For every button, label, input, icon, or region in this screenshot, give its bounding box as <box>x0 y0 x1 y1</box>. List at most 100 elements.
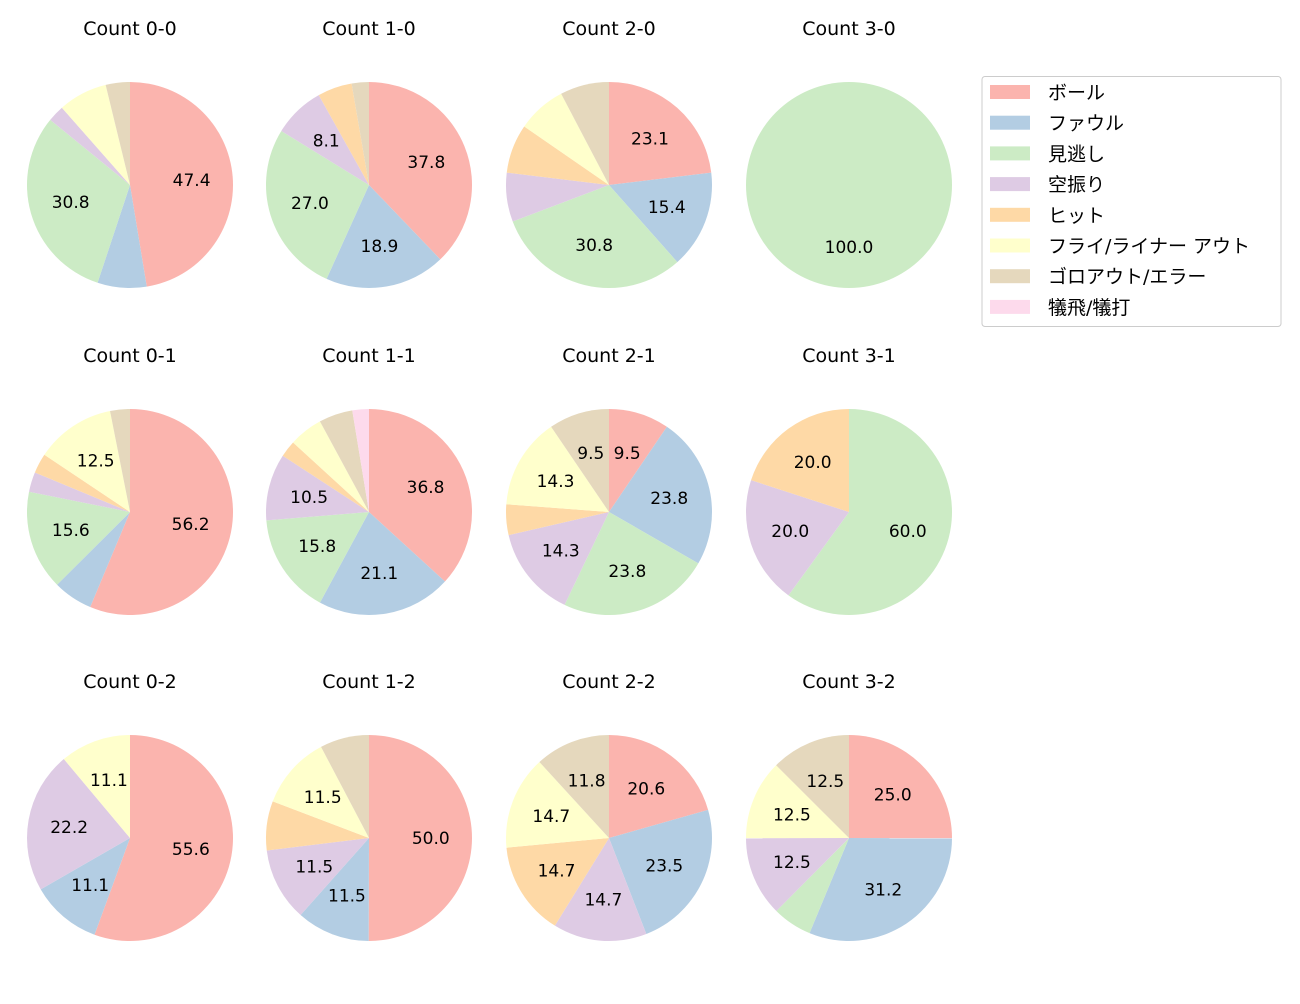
pie-count-3-1: Count 3-1 60.0 20.0 20.0 <box>746 345 952 616</box>
legend-label: 空振り <box>1048 174 1105 196</box>
pie-slice-4 <box>266 801 369 851</box>
legend-entry: 見逃し <box>990 143 1105 165</box>
pie-slice-5 <box>61 84 131 185</box>
pie-slice-2 <box>776 838 849 934</box>
pie-slice-3 <box>746 838 849 912</box>
pie-slice-5 <box>524 93 609 185</box>
pie-slice-6 <box>561 82 609 185</box>
pie-slice-3 <box>266 838 369 915</box>
pie-slice-2 <box>266 512 369 603</box>
pie-count-2-2: Count 2-2 20.6 23.5 14.7 14.7 14.7 11.8 <box>506 671 712 941</box>
pie-slice-1 <box>97 185 147 289</box>
pie-count-0-0: Count 0-0 47.4 30.8 <box>26 18 234 289</box>
slice-label: 23.8 <box>608 562 646 582</box>
pie-slice-3 <box>505 172 609 222</box>
slice-label: 15.6 <box>52 521 90 541</box>
slice-label: 15.4 <box>648 198 686 218</box>
pie-slice-6 <box>776 735 849 838</box>
slice-label: 23.8 <box>650 489 688 509</box>
pie-slice-2 <box>26 491 130 585</box>
slice-label: 27.0 <box>291 194 329 214</box>
slice-label: 50.0 <box>412 829 450 849</box>
legend-swatch <box>990 146 1030 161</box>
pie-slice-3 <box>281 95 369 185</box>
pie-slice-5 <box>506 426 609 512</box>
slice-label: 56.2 <box>172 515 210 535</box>
slice-label: 14.3 <box>537 472 575 492</box>
slice-label: 8.1 <box>313 131 340 151</box>
pie-slice-3 <box>50 107 131 185</box>
pie-slice-6 <box>539 735 609 838</box>
slice-label: 20.0 <box>794 453 832 473</box>
pie-title: Count 3-1 <box>802 345 896 367</box>
slice-label: 23.1 <box>631 130 669 150</box>
pie-slice-0 <box>609 82 712 185</box>
pie-count-3-0: Count 3-0 100.0 <box>746 18 952 288</box>
pie-slice-4 <box>34 454 130 512</box>
pie-slice-0 <box>849 735 952 839</box>
slice-label: 11.5 <box>304 788 342 808</box>
pie-slice-5 <box>293 421 369 512</box>
pie-slice-5 <box>44 410 130 512</box>
pie-slice-4 <box>282 442 369 512</box>
slice-label: 55.6 <box>172 840 210 860</box>
pie-title: Count 1-1 <box>322 345 416 367</box>
slice-label: 18.9 <box>361 237 399 257</box>
pie-title: Count 1-2 <box>322 671 416 693</box>
legend-swatch <box>990 207 1030 222</box>
pie-count-1-0: Count 1-0 37.8 18.9 27.0 8.1 <box>266 18 473 288</box>
pie-count-0-1: Count 0-1 56.2 15.6 12.5 <box>26 345 233 616</box>
slice-label: 30.8 <box>575 236 613 256</box>
slice-label: 60.0 <box>889 522 927 542</box>
pie-title: Count 2-2 <box>562 671 656 693</box>
slice-label: 9.5 <box>577 444 604 464</box>
pie-slice-0 <box>609 735 709 838</box>
pie-slice-5 <box>506 762 609 848</box>
legend-swatch <box>990 115 1030 130</box>
pie-slice-2 <box>266 130 369 279</box>
pie-slice-6 <box>105 82 130 185</box>
legend-label: ファウル <box>1048 113 1124 135</box>
pie-slice-4 <box>318 83 369 185</box>
slice-label: 12.5 <box>773 853 811 873</box>
legend-entry: ファウル <box>990 113 1124 135</box>
pie-slice-0 <box>369 409 472 582</box>
legend-label: 犠飛/犠打 <box>1048 297 1130 319</box>
slice-label: 12.5 <box>773 805 811 825</box>
pie-slice-6 <box>351 82 369 185</box>
slice-label: 22.2 <box>50 818 88 838</box>
pie-slice-4 <box>506 838 609 926</box>
slice-label: 21.1 <box>360 564 398 584</box>
pie-slice-6 <box>110 409 130 512</box>
pie-slice-6 <box>321 735 369 838</box>
pie-count-1-2: Count 1-2 50.0 11.5 11.5 11.5 <box>266 671 472 941</box>
pie-slice-1 <box>609 172 713 263</box>
slice-label: 15.8 <box>298 537 336 557</box>
pie-slice-5 <box>272 746 369 838</box>
pie-slice-2 <box>788 409 952 616</box>
legend-entry: ゴロアウト/エラー <box>990 266 1206 288</box>
pie-title: Count 0-2 <box>83 671 177 693</box>
legend-label: 見逃し <box>1048 143 1105 165</box>
slice-label: 9.5 <box>614 444 641 464</box>
legend-swatch <box>990 177 1030 192</box>
pie-count-3-2: Count 3-2 25.0 31.2 12.5 12.5 12.5 <box>746 671 952 942</box>
slice-label: 14.7 <box>584 891 622 911</box>
pie-slice-0 <box>368 735 472 941</box>
legend-swatch <box>990 85 1030 99</box>
pie-slice-6 <box>319 410 369 512</box>
slice-label: 36.8 <box>407 478 445 498</box>
slice-label: 14.7 <box>538 862 576 882</box>
pie-slice-3 <box>508 512 609 605</box>
pie-count-1-1: Count 1-1 36.8 21.1 15.8 10.5 <box>266 345 472 615</box>
legend-swatch <box>990 299 1030 314</box>
pie-slice-5 <box>63 735 130 838</box>
slice-label: 23.5 <box>645 857 683 877</box>
slice-label: 100.0 <box>825 238 874 258</box>
legend-entry: 空振り <box>990 174 1105 196</box>
slice-label: 12.5 <box>77 452 115 472</box>
slice-label: 11.1 <box>90 771 128 791</box>
pie-slice-0 <box>609 409 667 512</box>
